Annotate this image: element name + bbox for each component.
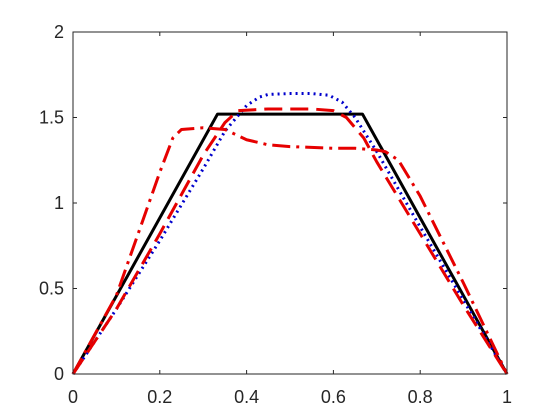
- y-tick-label: 2: [54, 22, 64, 42]
- y-axis-tick-labels: 0 0.5 1 1.5 2: [39, 22, 64, 384]
- series-line-1-solid: [71, 112, 509, 375]
- y-tick-label: 1.5: [39, 108, 64, 128]
- series-layer: [71, 92, 509, 375]
- series-line-4-dashdot: [71, 126, 509, 375]
- x-tick-label: 0.4: [234, 387, 259, 407]
- x-axis-tick-labels: 0 0.2 0.4 0.6 0.8 1: [68, 387, 512, 407]
- y-tick-label: 0.5: [39, 279, 64, 299]
- y-tick-label: 1: [54, 193, 64, 213]
- y-tick-label: 0: [54, 364, 64, 384]
- x-tick-label: 0: [68, 387, 78, 407]
- x-tick-label: 0.6: [321, 387, 346, 407]
- x-tick-label: 0.8: [408, 387, 433, 407]
- series-line-2-dotted: [71, 92, 509, 375]
- plot-area-box: [72, 31, 508, 375]
- tick-marks: [72, 31, 508, 375]
- series-line-3-dashed: [71, 107, 509, 375]
- x-tick-label: 1: [502, 387, 512, 407]
- x-tick-label: 0.2: [147, 387, 172, 407]
